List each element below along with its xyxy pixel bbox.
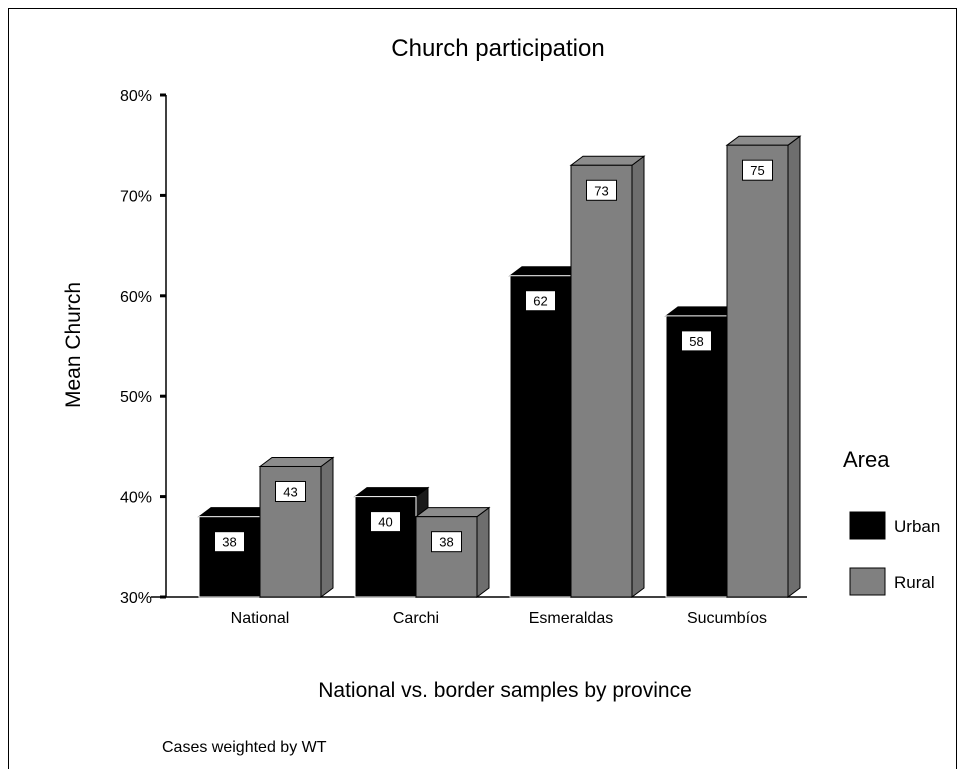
legend-label-urban: Urban [894,517,940,536]
data-label-box [275,480,306,502]
data-label: 38 [222,535,236,550]
x-category-label: Sucumbíos [687,610,767,627]
y-tick-label: 30% [120,590,152,607]
data-label-box [586,179,617,201]
footnote: Cases weighted by WT [162,739,327,756]
data-label: 43 [283,484,297,499]
bar-rural-esmeraldas: 73 [569,155,646,598]
y-axis-label: Mean Church [62,282,85,408]
data-label-box [370,511,401,533]
y-tick-label: 80% [120,88,152,105]
bar-urban-sucumbíos: 58 [664,305,741,598]
x-category-label: Esmeraldas [529,610,613,627]
bar-rural-carchi: 38 [414,506,491,598]
bar-rural-national: 43 [258,456,335,598]
data-label-box [742,159,773,181]
bar-urban-carchi: 40 [353,486,430,598]
y-tick-label: 40% [120,490,152,507]
data-label: 38 [439,535,453,550]
legend-label-rural: Rural [894,573,935,592]
data-label-box [214,531,245,553]
data-label-box [431,531,462,553]
x-category-label: Carchi [393,610,439,627]
data-label: 73 [594,183,608,198]
data-label: 58 [689,334,703,349]
data-label: 75 [750,163,764,178]
data-label: 40 [378,515,392,530]
data-label-box [681,330,712,352]
chart-frame [8,8,957,769]
chart-title: Church participation [391,35,604,62]
legend-title: Area [843,447,890,472]
x-axis-label: National vs. border samples by province [318,679,692,702]
bar-rural-sucumbíos: 75 [725,135,802,598]
y-tick-label: 60% [120,289,152,306]
data-label-box [525,290,556,312]
legend-swatch-rural [849,567,886,596]
x-category-label: National [231,610,290,627]
data-label: 62 [533,294,547,309]
y-tick-label: 50% [120,389,152,406]
legend-swatch-urban [849,511,886,540]
y-tick-label: 70% [120,188,152,205]
